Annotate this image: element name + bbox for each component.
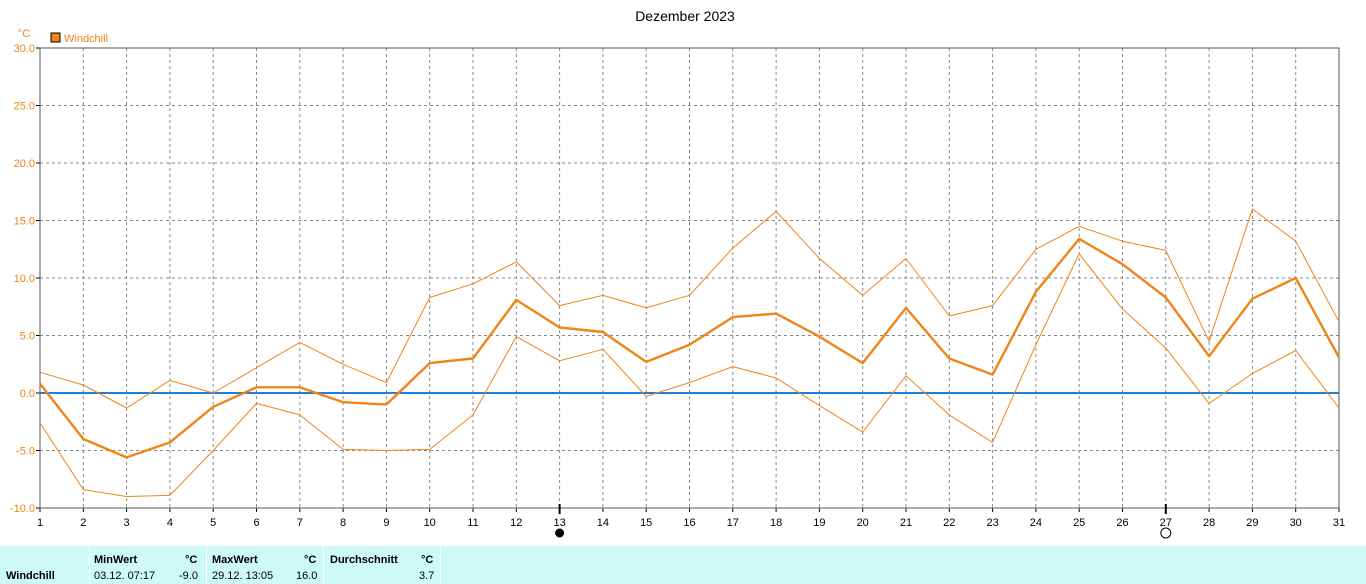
x-tick-label: 29 (1246, 517, 1258, 529)
column-divider (323, 546, 324, 584)
new-moon-icon (555, 528, 565, 538)
plot-frame (39, 47, 1340, 509)
x-tick-label: 14 (597, 517, 609, 529)
x-tick-label: 19 (813, 517, 825, 529)
column-divider (89, 546, 90, 584)
y-tick-label: 10.0 (14, 273, 35, 285)
chart-area: Dezember 2023 °C Windchill 30.0 25.0 20.0 1… (10, 8, 1345, 539)
y-tick-label: 5.0 (20, 331, 35, 343)
y-tick-label: -10.0 (10, 503, 35, 515)
max-timestamp: 29.12. 13:05 (212, 570, 274, 582)
y-tick-label: 15.0 (14, 216, 35, 228)
tick-labels: 30.025.020.015.010.05.00.0-5.0-10.01 2 3 4 5… (10, 43, 1345, 529)
daily-max-line (39, 208, 1340, 409)
x-tick-label: 1 (37, 517, 43, 529)
x-tick-label: 24 (1030, 517, 1042, 529)
x-tick-label: 12 (510, 517, 522, 529)
x-tick-label: 25 (1073, 517, 1085, 529)
x-tick-label: 17 (727, 517, 739, 529)
x-tick-label: 4 (167, 517, 173, 529)
max-header: MaxWert (212, 554, 258, 566)
min-timestamp: 03.12. 07:17 (94, 570, 156, 582)
max-unit: °C (304, 554, 317, 566)
x-tick-label: 31 (1333, 517, 1345, 529)
y-tick-label: 0.0 (20, 388, 35, 400)
x-tick-label: 7 (297, 517, 303, 529)
min-header: MinWert (94, 554, 138, 566)
avg-value: 3.7 (419, 570, 435, 582)
x-tick-label: 26 (1116, 517, 1128, 529)
x-tick-label: 27 (1160, 517, 1172, 529)
moon-phase-markers (555, 504, 1172, 539)
x-tick-label: 20 (857, 517, 869, 529)
summary-row-label: Windchill (6, 570, 55, 582)
avg-header: Durchschnitt (330, 554, 398, 566)
line-chart: Dezember 2023 °C Windchill 30.025.020.01… (10, 8, 1345, 539)
x-tick-label: 9 (383, 517, 389, 529)
y-tick-label: 25.0 (14, 101, 35, 113)
column-divider (206, 546, 207, 584)
chart-title: Dezember 2023 (635, 8, 735, 24)
x-tick-label: 3 (124, 517, 130, 529)
windchill-line (39, 237, 1341, 459)
x-tick-label: 5 (210, 517, 216, 529)
max-value: 16.0 (296, 570, 318, 582)
x-tick-label: 2 (80, 517, 86, 529)
y-tick-label: -5.0 (16, 446, 35, 458)
summary-table: Windchill MinWert °C 03.12. 07:17 -9.0 M… (0, 546, 1366, 584)
x-tick-label: 8 (340, 517, 346, 529)
x-tick-label: 10 (424, 517, 436, 529)
x-tick-label: 11 (467, 517, 478, 529)
y-tick-label: 30.0 (14, 43, 35, 55)
daily-min-line (39, 253, 1340, 497)
x-tick-label: 13 (553, 517, 565, 529)
x-tick-label: 15 (640, 517, 652, 529)
x-tick-label: 22 (943, 517, 955, 529)
legend-label: Windchill (64, 33, 108, 45)
x-tick-label: 21 (900, 517, 912, 529)
legend-swatch (50, 32, 61, 43)
y-axis-unit: °C (18, 28, 30, 40)
y-tick-label: 20.0 (14, 158, 35, 170)
x-tick-label: 30 (1290, 517, 1302, 529)
full-moon-icon (1160, 527, 1172, 539)
x-tick-label: 16 (683, 517, 695, 529)
column-divider (440, 546, 441, 584)
x-tick-label: 6 (253, 517, 259, 529)
min-unit: °C (185, 554, 198, 566)
x-tick-label: 23 (986, 517, 998, 529)
series-lines (39, 208, 1341, 497)
grid (40, 48, 1339, 508)
min-value: -9.0 (179, 570, 198, 582)
x-tick-label: 28 (1203, 517, 1215, 529)
x-tick-label: 18 (770, 517, 782, 529)
avg-unit: °C (421, 554, 434, 566)
